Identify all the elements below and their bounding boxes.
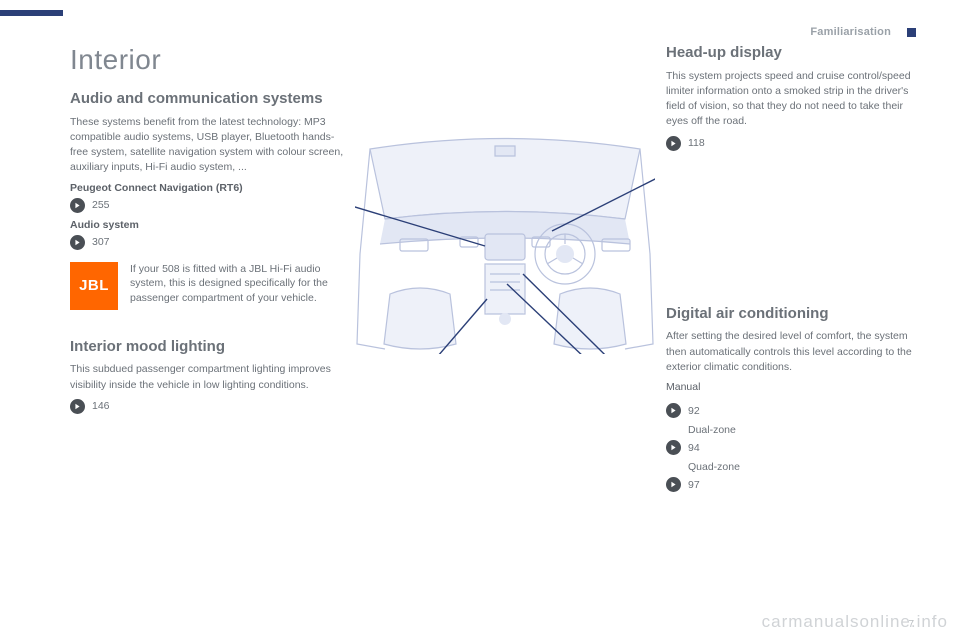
dashboard-svg bbox=[355, 134, 655, 354]
page-ref-icon bbox=[70, 399, 85, 414]
page-ref-icon bbox=[70, 235, 85, 250]
ac-label-dual: Dual-zone bbox=[688, 424, 916, 436]
ref-num-255: 255 bbox=[92, 199, 110, 211]
ref-row-97: 97 bbox=[666, 477, 916, 492]
hud-heading: Head-up display bbox=[666, 44, 916, 63]
page-title: Interior bbox=[70, 44, 350, 76]
dashboard-illustration bbox=[350, 134, 660, 354]
page-ref-icon bbox=[70, 198, 85, 213]
jbl-text: If your 508 is fitted with a JBL Hi-Fi a… bbox=[130, 262, 350, 310]
page-marker bbox=[907, 28, 916, 37]
ac-body: After setting the desired level of comfo… bbox=[666, 329, 916, 375]
ref-num-118: 118 bbox=[688, 137, 705, 149]
page-ref-icon bbox=[666, 136, 681, 151]
jbl-logo: JBL bbox=[70, 262, 118, 310]
page-ref-icon bbox=[666, 403, 681, 418]
breadcrumb: Familiarisation bbox=[810, 26, 891, 38]
ref-row-146: 146 bbox=[70, 399, 350, 414]
audio-body: These systems benefit from the latest te… bbox=[70, 115, 350, 176]
left-column: Interior Audio and communication systems… bbox=[70, 44, 350, 498]
hud-body: This system projects speed and cruise co… bbox=[666, 69, 916, 130]
ref-num-146: 146 bbox=[92, 400, 110, 412]
ref-num-97: 97 bbox=[688, 479, 700, 491]
content-columns: Interior Audio and communication systems… bbox=[70, 44, 916, 498]
audio-heading: Audio and communication systems bbox=[70, 90, 350, 109]
ref-row-92: 92 bbox=[666, 403, 916, 418]
mood-body: This subdued passenger compartment light… bbox=[70, 362, 350, 392]
center-column bbox=[350, 44, 660, 498]
ref-row-118: 118 bbox=[666, 136, 916, 151]
right-column: Head-up display This system projects spe… bbox=[666, 44, 916, 498]
top-accent-bar bbox=[0, 10, 63, 16]
mood-heading: Interior mood lighting bbox=[70, 338, 350, 357]
ac-heading: Digital air conditioning bbox=[666, 305, 916, 324]
jbl-block: JBL If your 508 is fitted with a JBL Hi-… bbox=[70, 262, 350, 310]
audio-line1: Peugeot Connect Navigation (RT6) bbox=[70, 182, 350, 194]
page: Familiarisation Interior Audio and commu… bbox=[0, 0, 960, 640]
footer-url: carmanualsonline.info bbox=[762, 612, 948, 632]
ref-row-307: 307 bbox=[70, 235, 350, 250]
header-row: Familiarisation bbox=[70, 26, 916, 38]
ref-num-94: 94 bbox=[688, 442, 700, 454]
ac-label-manual: Manual bbox=[666, 381, 916, 393]
ref-row-94: 94 bbox=[666, 440, 916, 455]
ref-row-255: 255 bbox=[70, 198, 350, 213]
audio-line2: Audio system bbox=[70, 219, 350, 231]
ref-num-307: 307 bbox=[92, 236, 110, 248]
ref-num-92: 92 bbox=[688, 405, 700, 417]
page-ref-icon bbox=[666, 440, 681, 455]
ac-label-quad: Quad-zone bbox=[688, 461, 916, 473]
page-ref-icon bbox=[666, 477, 681, 492]
